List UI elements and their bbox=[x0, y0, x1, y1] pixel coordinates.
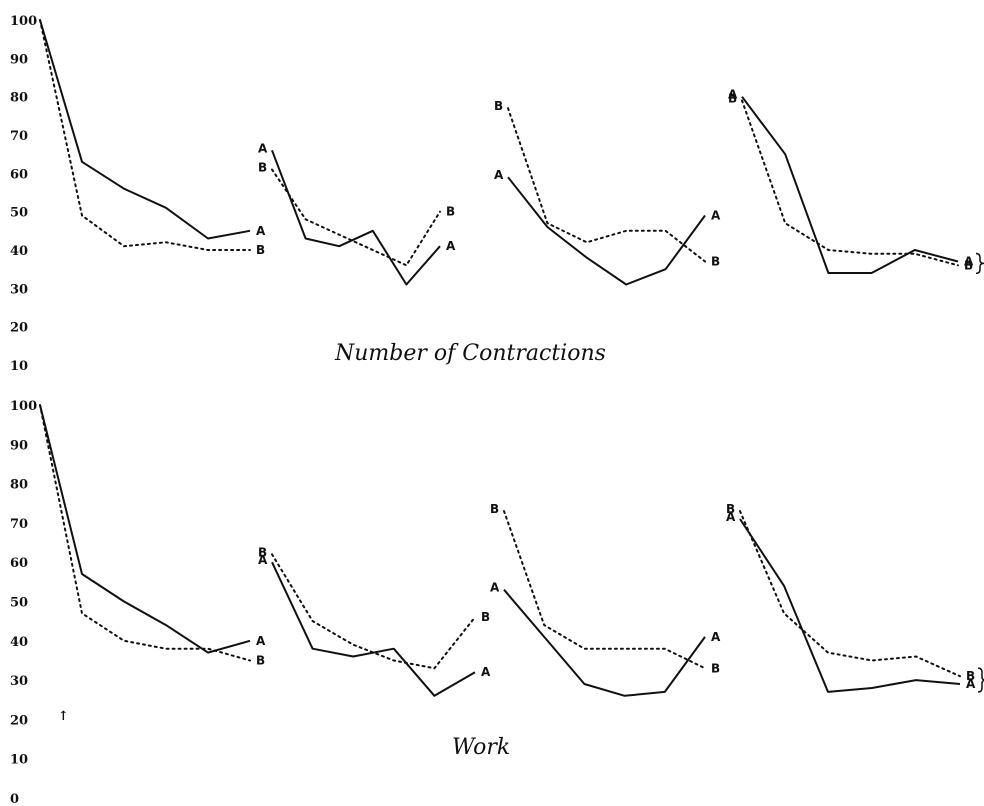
series-line-a bbox=[39, 19, 251, 240]
series-line-b bbox=[741, 99, 959, 267]
y-tick-label: 60 bbox=[10, 167, 28, 182]
y-tick-label: 100 bbox=[10, 14, 37, 29]
y-tick-label: 10 bbox=[10, 753, 28, 768]
series-start-label: A bbox=[728, 88, 738, 102]
series-line-b bbox=[39, 404, 251, 662]
y-tick-label: 30 bbox=[10, 674, 28, 689]
series-start-label: A bbox=[494, 168, 504, 182]
y-tick-label: 0 bbox=[10, 792, 19, 806]
series-line-a bbox=[507, 176, 706, 286]
y-tick-label: 100 bbox=[10, 399, 37, 414]
series-line-a bbox=[739, 518, 961, 693]
series-end-label: A bbox=[711, 209, 721, 223]
y-tick-label: 70 bbox=[10, 129, 28, 144]
brace bbox=[977, 667, 984, 693]
y-tick-label: 20 bbox=[10, 321, 28, 336]
y-tick-label: 70 bbox=[10, 517, 28, 532]
curve-group: A A B B bbox=[494, 99, 721, 286]
series-line-b bbox=[271, 553, 476, 670]
series-line-a bbox=[271, 149, 441, 286]
series-end-label: B bbox=[966, 669, 975, 683]
brace bbox=[975, 252, 984, 275]
y-tick-label: 90 bbox=[10, 52, 28, 67]
series-start-label: B bbox=[258, 161, 267, 175]
series-end-label: A bbox=[481, 665, 491, 679]
series-end-label: A bbox=[256, 634, 266, 648]
series-start-label: A bbox=[490, 581, 500, 595]
series-line-b bbox=[739, 510, 961, 678]
y-tick-label: 50 bbox=[10, 206, 28, 221]
curve-group: AB bbox=[39, 19, 266, 257]
series-end-label: A bbox=[446, 239, 456, 253]
series-start-label: B bbox=[258, 545, 267, 559]
series-end-label: B bbox=[256, 243, 265, 257]
series-end-label: B bbox=[711, 255, 720, 269]
y-tick-label: 80 bbox=[10, 91, 28, 106]
y-tick-label: 40 bbox=[10, 635, 28, 650]
series-start-label: B bbox=[728, 92, 737, 106]
curve-group: AB bbox=[39, 404, 266, 667]
series-line-a bbox=[503, 589, 706, 697]
chart-title: Number of Contractions bbox=[334, 341, 606, 366]
series-line-b bbox=[503, 510, 706, 670]
series-start-label: A bbox=[258, 141, 268, 155]
y-tick-label: 20 bbox=[10, 713, 28, 728]
series-line-a bbox=[741, 96, 959, 274]
y-tick-label: 50 bbox=[10, 596, 28, 611]
series-line-a bbox=[271, 561, 476, 697]
series-end-label: B bbox=[481, 610, 490, 624]
series-end-label: B bbox=[446, 205, 455, 219]
series-end-label: A bbox=[966, 677, 976, 691]
series-line-a bbox=[39, 404, 251, 654]
series-start-label: B bbox=[726, 502, 735, 516]
series-end-label: B bbox=[256, 653, 265, 667]
panel-number-of-contractions: 100 90 80 70 60 50 40 30 20 10 Number of Contracti… bbox=[10, 14, 984, 374]
series-start-label: B bbox=[490, 502, 499, 516]
y-tick-label: 30 bbox=[10, 282, 28, 297]
y-tick-label: 90 bbox=[10, 438, 28, 453]
curve-group: A A B B bbox=[490, 502, 721, 697]
series-start-label: B bbox=[494, 99, 503, 113]
y-tick-label: 60 bbox=[10, 556, 28, 571]
y-tick-label: 80 bbox=[10, 478, 28, 493]
series-start-label: A bbox=[258, 553, 268, 567]
series-end-label: A bbox=[711, 630, 721, 644]
series-end-label: B bbox=[964, 258, 973, 272]
series-start-label: A bbox=[726, 510, 736, 524]
y-tick-label: 40 bbox=[10, 244, 28, 259]
series-end-label: A bbox=[964, 255, 974, 269]
series-end-label: B bbox=[711, 661, 720, 675]
series-line-b bbox=[271, 168, 441, 267]
up-arrow-annotation: ↑ bbox=[58, 709, 69, 724]
series-line-b bbox=[507, 107, 706, 263]
series-line-b bbox=[39, 19, 251, 251]
y-tick-label: 10 bbox=[10, 359, 28, 374]
chart-title: Work bbox=[452, 735, 510, 760]
series-end-label: A bbox=[256, 224, 266, 238]
